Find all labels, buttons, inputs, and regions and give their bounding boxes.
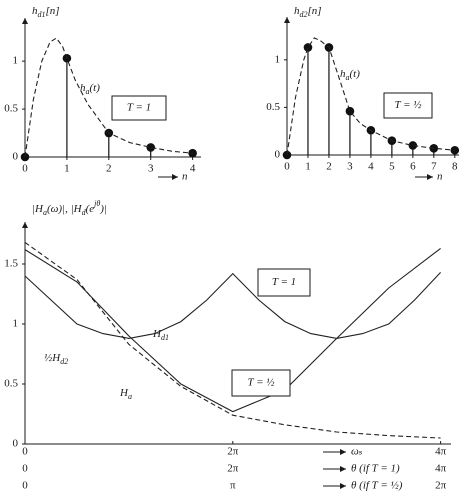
y-axis-label-part: )|: [99, 203, 107, 215]
annotation-text: T = 1: [272, 276, 296, 288]
x-tick-label: 3: [347, 161, 353, 173]
annotation-text: T = ½: [247, 377, 274, 389]
annotation-text: T = 1: [127, 102, 151, 114]
x-axis-label: n: [437, 171, 443, 183]
x-tick-label: 4: [368, 161, 374, 173]
series-label-part: d2: [60, 357, 68, 366]
y-axis-label: |Ha(ω)|, |Hd(ejθ)|: [32, 199, 107, 217]
x-tick-label: π: [230, 480, 236, 492]
series-label-part: (t): [350, 68, 361, 80]
y-tick-label: 0: [13, 438, 19, 450]
series-label-part: a: [128, 392, 132, 401]
x-tick-label: 0: [22, 480, 28, 492]
series-label: Ha: [119, 387, 132, 402]
y-tick-label: 0.5: [266, 101, 280, 113]
y-tick-label: 1: [275, 53, 281, 65]
curve: [24, 272, 442, 339]
series-label-part: a: [86, 87, 90, 96]
x-tick-label: 7: [431, 161, 437, 173]
x-tick-label: 5: [389, 161, 395, 173]
y-tick-label: 1: [13, 55, 19, 67]
x-tick-label: 0: [22, 163, 28, 175]
y-axis-label-part: (ω)|, |H: [47, 203, 83, 215]
series-label: Hd1: [152, 328, 169, 343]
x-tick-label: 0: [284, 161, 290, 173]
stem-dot: [303, 43, 313, 52]
y-axis-label-part: jθ: [93, 199, 100, 208]
y-axis-label-part: a: [43, 208, 47, 217]
x-tick-label: 2: [326, 161, 332, 173]
y-axis-label-part: d: [82, 208, 87, 217]
series-label-part: H: [152, 328, 162, 340]
series-label-part: h: [340, 68, 346, 80]
x-tick-label: 1: [305, 161, 311, 173]
series-label-part: a: [346, 73, 350, 82]
series-label: ha(t): [340, 68, 360, 83]
series-label: ha(t): [80, 82, 100, 97]
stem-dot: [450, 145, 460, 155]
annotation-box: [231, 369, 291, 397]
x-row-label: ωₛ: [351, 446, 363, 458]
stem-dot: [188, 148, 197, 158]
stem-dot: [146, 143, 156, 152]
y-tick-label: 1: [13, 318, 19, 330]
x-axis-arrow-head: [427, 174, 433, 180]
x-tick-label: 4π: [435, 463, 447, 475]
x-tick-label: 1: [64, 163, 70, 175]
x-row-arrow-head: [340, 483, 346, 489]
y-axis-label-part: [n]: [46, 5, 60, 17]
y-axis-label: hd1[n]: [32, 5, 60, 20]
x-row-arrow-head: [340, 466, 346, 472]
x-tick-label: 2π: [227, 463, 239, 475]
series-label: ½Hd2: [44, 352, 68, 367]
y-axis-label-part: (e: [86, 203, 95, 215]
annotation-box: [383, 92, 433, 119]
x-tick-label: 6: [410, 161, 416, 173]
x-tick-label: 2π: [227, 446, 239, 458]
y-tick-label: 0: [275, 149, 281, 161]
y-tick-label: 0.5: [4, 378, 18, 390]
curve: [286, 37, 455, 156]
y-axis-arrow: [22, 18, 28, 24]
x-tick-label: 4: [190, 163, 196, 175]
y-axis-arrow: [284, 17, 290, 23]
y-axis-label: hd2[n]: [294, 5, 322, 20]
x-tick-label: 8: [452, 161, 458, 173]
x-row-arrow-head: [340, 449, 346, 455]
x-tick-label: 3: [148, 163, 154, 175]
y-axis-label-part: [n]: [308, 5, 322, 17]
x-row-label: θ (if T = 1): [351, 463, 400, 475]
x-tick-label: 0: [22, 446, 28, 458]
x-tick-label: 0: [22, 463, 28, 475]
x-tick-label: 4π: [435, 446, 447, 458]
curve: [24, 247, 441, 413]
y-tick-label: 1.5: [4, 258, 18, 270]
y-tick-label: 0.5: [4, 103, 18, 115]
series-label-part: H: [119, 387, 129, 399]
x-row-label: θ (if T = ½): [351, 480, 403, 492]
series-label-part: h: [80, 82, 86, 94]
series-label-part: (t): [90, 82, 101, 94]
y-axis-label-part: h: [32, 5, 38, 17]
y-tick-label: 0: [13, 151, 19, 163]
x-tick-label: 2: [106, 163, 112, 175]
y-axis-arrow: [22, 222, 28, 228]
annotation-box: [111, 95, 167, 121]
x-tick-label: 2π: [435, 480, 447, 492]
curve: [24, 241, 441, 439]
curve: [24, 37, 193, 158]
series-label-part: d1: [161, 333, 169, 342]
y-axis-label-part: |H: [32, 203, 44, 215]
y-axis-label-part: h: [294, 5, 300, 17]
annotation-box: [257, 268, 311, 297]
annotation-text: T = ½: [394, 99, 421, 111]
stem-dot: [408, 141, 418, 150]
series-label-part: ½H: [44, 352, 61, 364]
y-axis-label-part: d2: [300, 10, 308, 19]
x-axis-arrow-head: [172, 174, 178, 180]
x-axis-label: n: [182, 171, 188, 183]
y-axis-label-part: d1: [38, 10, 46, 19]
